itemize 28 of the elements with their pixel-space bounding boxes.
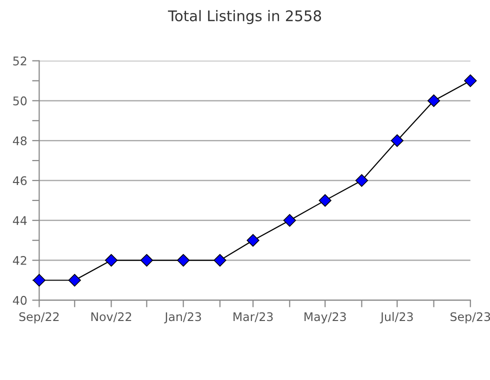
point <box>32 274 46 287</box>
y-tick-label: 40 <box>12 296 27 305</box>
y-tick-label: 44 <box>12 216 27 225</box>
point <box>214 254 226 267</box>
point <box>390 134 404 147</box>
y-tick-label: 42 <box>12 256 26 265</box>
point <box>140 254 154 267</box>
point <box>318 194 332 207</box>
point <box>177 254 190 267</box>
x-tick-label: Jan/23 <box>164 312 201 324</box>
x-tick-label: Nov/22 <box>91 312 132 322</box>
x-tick-label: Sep/22 <box>19 312 59 324</box>
point <box>427 94 440 108</box>
point <box>68 274 81 287</box>
point <box>104 254 118 267</box>
y-tick-label: 46 <box>12 176 27 186</box>
point <box>355 174 368 187</box>
x-tick-label: May/23 <box>304 312 346 324</box>
point <box>246 234 260 247</box>
point <box>283 214 296 227</box>
y-tick-label: 52 <box>13 56 26 66</box>
x-tick-label: Jul/23 <box>380 312 413 324</box>
x-tick-label: Sep/23 <box>450 312 490 324</box>
x-tick-label: Mar/23 <box>234 312 273 322</box>
y-tick-label: 48 <box>12 136 27 146</box>
y-tick-label: 50 <box>13 96 27 106</box>
point <box>464 74 477 88</box>
chart-title: Total Listings in 2558 <box>168 10 322 24</box>
